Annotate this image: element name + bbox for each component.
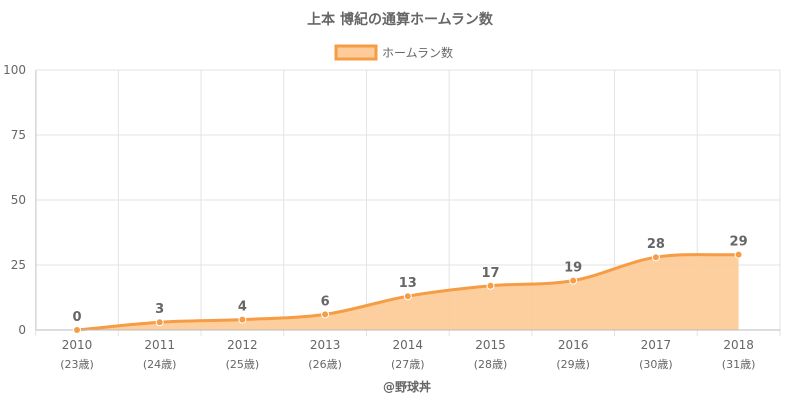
data-labels: 0 3 4 6 13 17 19 28 29 (72, 235, 747, 325)
x-tick-sublabel: (29歳) (556, 358, 590, 371)
data-label: 19 (564, 261, 582, 276)
x-tick-label: 2016 (558, 338, 589, 352)
axes: 0 25 50 75 100 2010 (23歳) 2011 (24歳) 2012 (25歳) 201… (3, 63, 780, 371)
data-point[interactable] (403, 292, 412, 301)
data-label: 3 (155, 302, 164, 317)
data-label: 17 (481, 266, 499, 281)
x-tick-label: 2012 (227, 338, 258, 352)
data-label: 29 (730, 235, 748, 250)
y-tick-label: 25 (11, 258, 26, 272)
data-label: 28 (647, 237, 665, 252)
legend-swatch (334, 44, 378, 61)
data-label: 13 (399, 276, 417, 291)
y-tick-label: 75 (11, 128, 26, 142)
x-tick-label: 2010 (62, 338, 93, 352)
x-tick-label: 2011 (144, 338, 175, 352)
data-point[interactable] (569, 276, 578, 285)
data-point[interactable] (651, 253, 660, 262)
data-points (73, 250, 743, 334)
x-tick-sublabel: (28歳) (474, 358, 508, 371)
data-point[interactable] (238, 315, 247, 324)
x-tick-sublabel: (31歳) (722, 358, 756, 371)
y-tick-label: 100 (3, 63, 26, 77)
x-tick-label: 2014 (393, 338, 424, 352)
chart-title: 上本 博紀の通算ホームラン数 (307, 11, 494, 28)
x-tick-sublabel: (26歳) (308, 358, 342, 371)
x-tick-sublabel: (27歳) (391, 358, 425, 371)
x-tick-sublabel: (25歳) (226, 358, 260, 371)
data-point[interactable] (486, 281, 495, 290)
x-tick-label: 2017 (641, 338, 672, 352)
x-tick-sublabel: (24歳) (143, 358, 177, 371)
credit-text: @野球丼 (383, 379, 431, 394)
data-label: 0 (72, 310, 81, 325)
x-tick-label: 2015 (475, 338, 506, 352)
series-area (77, 254, 739, 330)
x-tick-label: 2018 (723, 338, 754, 352)
data-label: 6 (321, 294, 330, 309)
legend[interactable]: ホームラン数 (334, 44, 453, 61)
x-tick-label: 2013 (310, 338, 341, 352)
data-point[interactable] (73, 326, 81, 334)
data-point[interactable] (155, 318, 164, 327)
data-point[interactable] (321, 310, 330, 319)
data-point[interactable] (734, 250, 743, 259)
x-tick-sublabel: (30歳) (639, 358, 673, 371)
x-tick-sublabel: (23歳) (60, 358, 94, 371)
data-label: 4 (238, 300, 247, 315)
y-tick-label: 50 (11, 193, 26, 207)
legend-label: ホームラン数 (382, 45, 453, 60)
y-tick-label: 0 (18, 323, 26, 337)
